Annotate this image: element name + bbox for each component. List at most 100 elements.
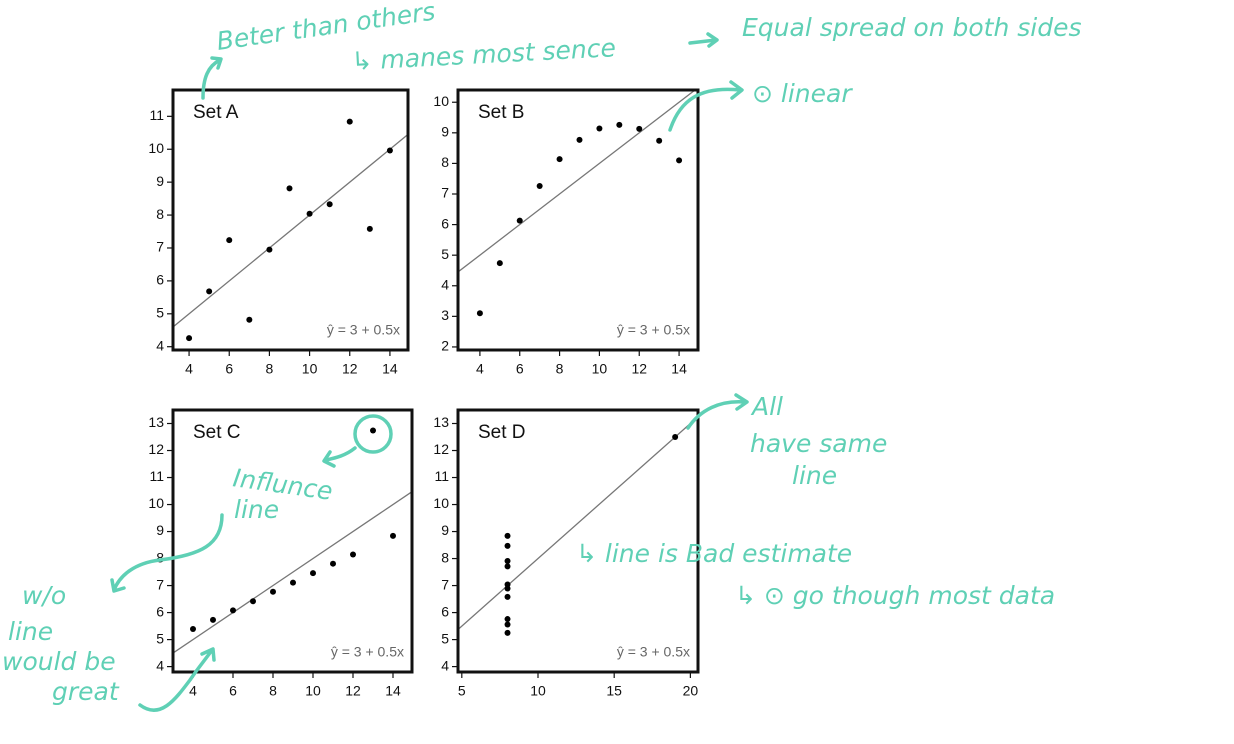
point [504, 542, 511, 549]
point [516, 217, 523, 224]
point [672, 434, 679, 441]
point [656, 137, 663, 144]
y-tick-label: 2 [441, 338, 449, 354]
y-tick-label: 6 [441, 603, 449, 619]
x-tick-label: 4 [189, 683, 197, 699]
x-tick-label: 10 [592, 361, 608, 377]
point [230, 607, 236, 614]
y-tick-label: 7 [156, 239, 164, 255]
point [306, 210, 313, 217]
point [210, 616, 216, 623]
y-tick-label: 9 [441, 124, 449, 140]
x-tick-label: 20 [683, 683, 699, 699]
point [326, 201, 333, 208]
plot-frame [456, 408, 700, 674]
x-tick-label: 14 [671, 361, 687, 377]
note: Equal spread on both sides [742, 13, 1082, 42]
point [496, 260, 503, 267]
y-tick-label: 4 [441, 657, 449, 673]
y-tick-label: 7 [441, 576, 449, 592]
point [390, 532, 396, 539]
y-tick-label: 12 [433, 441, 449, 457]
y-tick-label: 10 [148, 140, 164, 156]
point [636, 125, 643, 132]
chart-title: Set D [478, 422, 526, 443]
point [286, 185, 293, 192]
note: great [52, 677, 120, 706]
point [266, 246, 273, 253]
point [366, 225, 373, 232]
note: line [792, 461, 837, 490]
y-tick-label: 8 [441, 154, 449, 170]
y-tick-label: 4 [441, 276, 449, 292]
note: w/o [22, 581, 66, 610]
arrow [688, 32, 719, 48]
x-tick-label: 12 [342, 361, 358, 377]
chart: 4 6 8 10 12 14 4 5 6 7 8 9 10 11 12 13 Set C ŷ = 3 + 0.5x [148, 408, 414, 699]
arrow [686, 393, 749, 430]
y-tick-label: 5 [441, 246, 449, 262]
x-tick-label: 14 [385, 683, 401, 699]
note: ⊙ linear [752, 79, 853, 108]
point [504, 532, 511, 539]
y-tick-label: 3 [441, 307, 449, 323]
y-tick-label: 10 [433, 495, 449, 511]
x-tick-label: 4 [476, 361, 484, 377]
point [504, 563, 511, 570]
chart: 4 6 8 10 12 14 2 3 4 5 6 7 8 9 10 Set B ŷ = 3 + 0.5x [433, 88, 700, 377]
y-tick-label: 11 [149, 107, 164, 123]
point [504, 585, 511, 592]
note: have same [750, 429, 887, 458]
y-tick-label: 8 [441, 549, 449, 565]
note: line [234, 495, 279, 524]
note: line [8, 617, 53, 646]
point [504, 621, 511, 628]
fit-label: ŷ = 3 + 0.5x [617, 644, 690, 660]
y-tick-label: 11 [434, 468, 449, 484]
point [476, 310, 483, 317]
x-tick-label: 8 [266, 361, 274, 377]
fit-line [173, 133, 408, 328]
point [576, 136, 583, 143]
y-tick-label: 6 [156, 603, 164, 619]
chart-title: Set A [193, 102, 239, 123]
x-tick-label: 12 [631, 361, 647, 377]
point [556, 156, 563, 163]
x-tick-label: 15 [606, 683, 622, 699]
y-tick-label: 12 [148, 441, 164, 457]
x-tick-label: 5 [458, 683, 466, 699]
y-tick-label: 6 [441, 215, 449, 231]
point [504, 616, 511, 623]
y-tick-label: 4 [156, 337, 164, 353]
plot-frame [171, 408, 414, 674]
point [190, 626, 196, 633]
arrow [668, 80, 744, 132]
fit-line [173, 491, 412, 654]
arrow [201, 56, 223, 100]
y-tick-label: 11 [149, 468, 164, 484]
point [270, 588, 276, 595]
fit-label: ŷ = 3 + 0.5x [617, 322, 690, 338]
y-tick-label: 10 [433, 93, 449, 109]
x-tick-label: 10 [305, 683, 321, 699]
note: would be [2, 647, 116, 676]
point [226, 237, 233, 244]
circle [353, 414, 393, 454]
note: ↳ ⊙ go though most data [735, 581, 1055, 610]
y-tick-label: 8 [156, 549, 164, 565]
point [504, 593, 511, 600]
point [596, 125, 603, 132]
note: ↳ line is Bad estimate [576, 539, 852, 568]
y-tick-label: 13 [148, 414, 164, 430]
y-tick-label: 9 [441, 522, 449, 538]
point [536, 183, 543, 190]
fit-label: ŷ = 3 + 0.5x [331, 644, 404, 660]
x-tick-label: 12 [345, 683, 361, 699]
point [370, 427, 376, 434]
point [246, 316, 253, 323]
point [250, 598, 256, 605]
arrow [322, 446, 357, 468]
